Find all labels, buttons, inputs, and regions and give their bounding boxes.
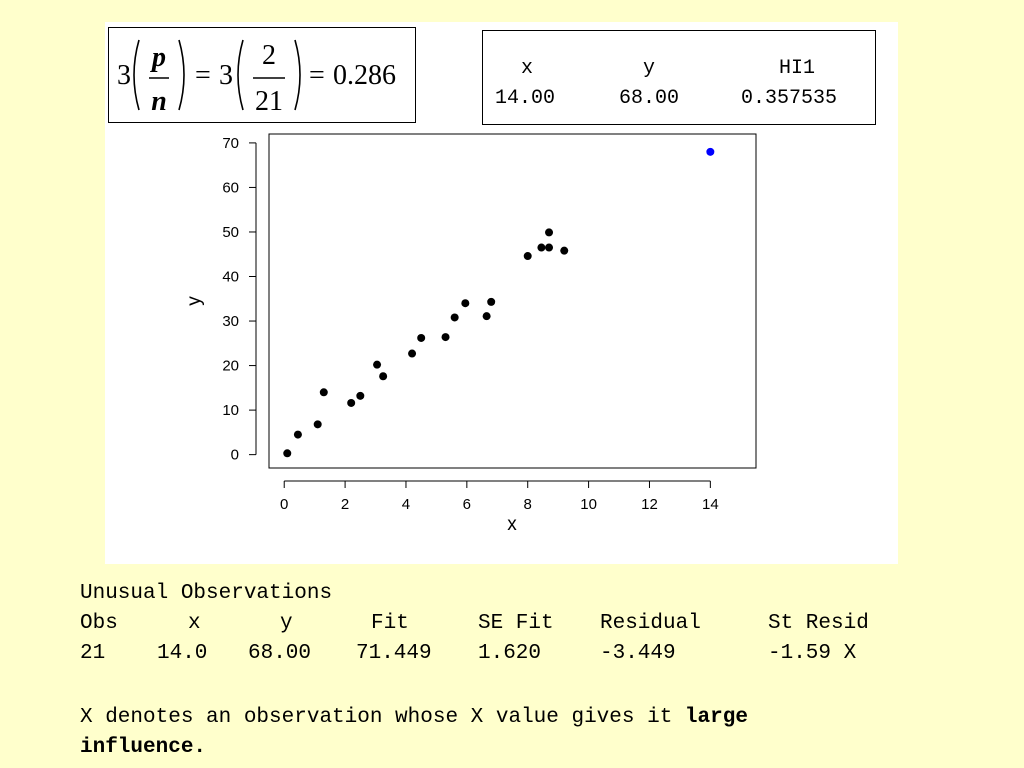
data-point xyxy=(313,420,322,429)
row-obs: 21 xyxy=(80,642,106,665)
col-y-header: y xyxy=(280,612,293,635)
x-tick-label: 2 xyxy=(341,496,349,513)
paren-left-2 xyxy=(237,39,244,111)
row-y: 68.00 xyxy=(248,642,312,665)
row-x: 14.0 xyxy=(157,642,208,665)
x-axis-label: x xyxy=(507,514,517,535)
highlighted-point xyxy=(706,147,715,156)
paren-left-1 xyxy=(133,39,140,111)
stats-value-y: 68.00 xyxy=(619,87,680,110)
note-bold-large: large xyxy=(684,706,748,729)
formula-svg: 3 p n = 3 2 21 = 0.286 xyxy=(117,39,396,117)
formula-den: 21 xyxy=(255,86,283,117)
x-tick-label: 8 xyxy=(524,496,532,513)
x-axis: 0 2 4 6 8 10 12 14 xyxy=(280,480,719,513)
y-tick-label: 30 xyxy=(222,313,239,330)
formula-coef-2: 3 xyxy=(219,60,233,91)
formula-p: p xyxy=(150,42,166,73)
data-point xyxy=(487,297,496,306)
data-point xyxy=(537,243,546,252)
paren-right-1 xyxy=(178,39,185,111)
y-tick-label: 10 xyxy=(222,402,239,419)
plot-frame xyxy=(268,133,757,469)
leverage-formula: 3 p n = 3 2 21 = 0.286 xyxy=(108,27,416,123)
col-obs-header: Obs xyxy=(80,612,118,635)
formula-num: 2 xyxy=(262,40,276,71)
data-point xyxy=(408,349,417,358)
formula-coef-1: 3 xyxy=(117,60,131,91)
formula-equals-2: = xyxy=(309,60,325,91)
x-tick-label: 14 xyxy=(702,496,719,513)
x-tick-label: 12 xyxy=(641,496,658,513)
col-residual-header: Residual xyxy=(600,612,701,635)
col-fit-header: Fit xyxy=(371,612,409,635)
row-stresid: -1.59 X xyxy=(768,642,857,665)
y-tick-label: 0 xyxy=(231,447,239,464)
data-point xyxy=(379,372,388,381)
col-x-header: x xyxy=(188,612,201,635)
data-point xyxy=(545,243,554,252)
data-point xyxy=(347,398,356,407)
stats-header-y: y xyxy=(643,57,656,80)
x-tick-label: 6 xyxy=(463,496,471,513)
y-tick-label: 60 xyxy=(222,179,239,196)
data-point xyxy=(545,228,554,237)
x-tick-label: 4 xyxy=(402,496,410,513)
data-points xyxy=(283,147,715,458)
stats-value-hi1: 0.357535 xyxy=(741,87,838,110)
row-fit: 71.449 xyxy=(356,642,432,665)
stats-value-x: 14.00 xyxy=(495,87,556,110)
row-sefit: 1.620 xyxy=(478,642,542,665)
col-stresid-header: St Resid xyxy=(768,612,869,635)
col-sefit-header: SE Fit xyxy=(478,612,554,635)
data-point xyxy=(441,333,450,342)
y-tick-label: 70 xyxy=(222,135,239,152)
x-tick-label: 10 xyxy=(580,496,597,513)
y-tick-label: 50 xyxy=(222,224,239,241)
x-tick-label: 0 xyxy=(280,496,288,513)
data-point xyxy=(283,449,292,458)
note-bold-influence: influence. xyxy=(80,736,207,759)
y-tick-label: 40 xyxy=(222,269,239,286)
formula-result: 0.286 xyxy=(333,60,396,91)
formula-equals-1: = xyxy=(195,60,211,91)
data-point xyxy=(560,246,569,255)
leverage-stats-table: x y HI1 14.00 68.00 0.357535 xyxy=(482,30,876,125)
paren-right-2 xyxy=(294,39,301,111)
y-axis: 0 10 20 30 40 50 60 70 xyxy=(222,135,257,464)
data-point xyxy=(356,391,365,400)
y-tick-label: 20 xyxy=(222,358,239,375)
data-point xyxy=(461,299,470,308)
note-text: X denotes an observation whose X value g… xyxy=(80,703,748,733)
data-point xyxy=(523,252,532,261)
output-title: Unusual Observations xyxy=(80,582,333,605)
note-prefix: X denotes an observation whose X value g… xyxy=(80,706,685,729)
formula-n: n xyxy=(151,86,167,117)
row-residual: -3.449 xyxy=(600,642,676,665)
y-axis-label: y xyxy=(184,296,205,306)
data-point xyxy=(319,388,328,397)
stats-header-hi1: HI1 xyxy=(779,57,816,80)
data-point xyxy=(417,333,426,342)
stats-header-x: x xyxy=(521,57,534,80)
data-point xyxy=(482,312,491,321)
data-point xyxy=(373,360,382,369)
data-point xyxy=(450,313,459,322)
data-point xyxy=(293,430,302,439)
